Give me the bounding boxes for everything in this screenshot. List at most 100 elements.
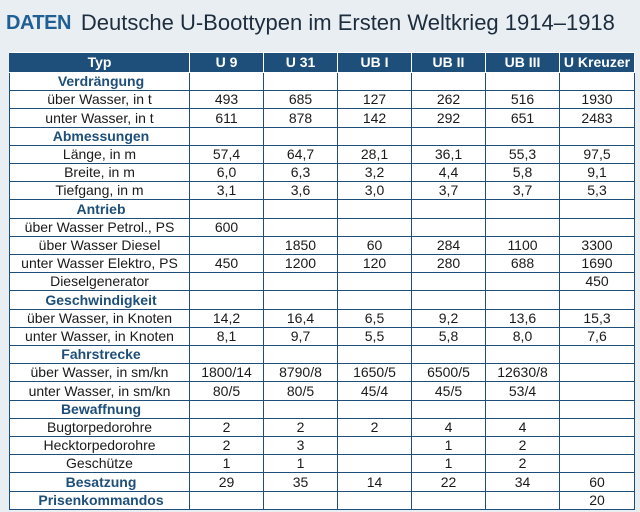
table-header-row: Typ U 9 U 31 UB I UB II UB III U Kreuzer bbox=[9, 52, 635, 73]
table-cell bbox=[337, 399, 412, 419]
table-row: Länge, in m 57,4 64,7 28,1 36,1 55,3 97,5 bbox=[9, 144, 635, 165]
table-cell bbox=[559, 399, 635, 419]
table-cell: 97,5 bbox=[559, 144, 635, 165]
section-row: Geschwindigkeit bbox=[9, 290, 635, 310]
table-cell: 20 bbox=[559, 490, 635, 511]
table-cell: 262 bbox=[411, 90, 486, 110]
table-cell: 450 bbox=[189, 254, 264, 274]
table-cell bbox=[337, 436, 412, 456]
table-cell bbox=[263, 290, 338, 310]
table-cell: 35 bbox=[263, 472, 338, 492]
row-label: Geschütze bbox=[9, 454, 190, 474]
table-cell bbox=[189, 490, 264, 511]
section-heading: Antrieb bbox=[9, 199, 190, 219]
table-cell bbox=[411, 345, 486, 365]
table-cell bbox=[559, 417, 635, 438]
table-cell: 2 bbox=[189, 436, 264, 456]
table-cell bbox=[411, 126, 486, 146]
table-cell bbox=[337, 290, 412, 310]
table-cell bbox=[337, 126, 412, 146]
page-title: Deutsche U-Boottypen im Ersten Weltkrieg… bbox=[80, 10, 615, 35]
table-cell: 60 bbox=[337, 235, 412, 256]
row-label: Breite, in m bbox=[9, 163, 190, 183]
table-cell: 2 bbox=[485, 454, 560, 474]
table-cell: 45/4 bbox=[337, 381, 412, 401]
table-cell bbox=[337, 345, 412, 365]
section-row: Antrieb bbox=[9, 199, 635, 219]
table-cell: 1100 bbox=[485, 235, 560, 256]
uboat-data-table: Typ U 9 U 31 UB I UB II UB III U Kreuzer… bbox=[9, 52, 635, 511]
table-row: unter Wasser, in t 611 878 142 292 651 2483 bbox=[9, 108, 635, 128]
row-label: unter Wasser Elektro, PS bbox=[9, 254, 190, 274]
table-cell bbox=[189, 290, 264, 310]
table-row: über Wasser, in sm/kn 1800/14 8790/8 1650/5… bbox=[9, 363, 635, 383]
row-label: unter Wasser, in sm/kn bbox=[9, 381, 190, 401]
table-cell: 685 bbox=[263, 90, 338, 110]
table-cell: 120 bbox=[337, 254, 412, 274]
table-cell: 2483 bbox=[559, 108, 635, 128]
column-header: U 31 bbox=[263, 52, 338, 73]
table-cell: 36,1 bbox=[411, 144, 486, 165]
table-cell bbox=[189, 272, 264, 292]
row-label: Tiefgang, in m bbox=[9, 181, 190, 201]
row-label: über Wasser, in sm/kn bbox=[9, 363, 190, 383]
table-cell: 611 bbox=[189, 108, 264, 128]
table-cell: 280 bbox=[411, 254, 486, 274]
table-cell bbox=[337, 71, 412, 92]
table-cell bbox=[559, 290, 635, 310]
table-cell bbox=[263, 345, 338, 365]
table-cell: 55,3 bbox=[485, 144, 560, 165]
section-heading: Fahrstrecke bbox=[9, 345, 190, 365]
table-cell bbox=[263, 126, 338, 146]
table-cell bbox=[559, 381, 635, 401]
table-cell: 2 bbox=[337, 417, 412, 438]
table-row: über Wasser, in t 493 685 127 262 516 1930 bbox=[9, 90, 635, 110]
section-heading: Prisenkommandos bbox=[9, 490, 190, 511]
table-cell: 450 bbox=[559, 272, 635, 292]
table-cell: 493 bbox=[189, 90, 264, 110]
table-cell: 651 bbox=[485, 108, 560, 128]
table-cell: 12630/8 bbox=[485, 363, 560, 383]
table-cell bbox=[189, 235, 264, 256]
row-label: Länge, in m bbox=[9, 144, 190, 165]
table-cell: 13,6 bbox=[485, 308, 560, 328]
table-row: unter Wasser, in Knoten 8,1 9,7 5,5 5,8 8,0 7,… bbox=[9, 326, 635, 347]
table-cell bbox=[189, 399, 264, 419]
table-cell bbox=[263, 490, 338, 511]
table-cell bbox=[263, 217, 338, 237]
table-row: Hecktorpedorohre 2 3 1 2 bbox=[9, 436, 635, 456]
table-cell: 5,5 bbox=[337, 326, 412, 347]
row-label: unter Wasser, in Knoten bbox=[9, 326, 190, 347]
table-cell: 8,1 bbox=[189, 326, 264, 347]
table-cell bbox=[411, 217, 486, 237]
section-row: Prisenkommandos 20 bbox=[9, 490, 635, 511]
table-cell bbox=[263, 71, 338, 92]
table-row: Tiefgang, in m 3,1 3,6 3,0 3,7 3,7 5,3 bbox=[9, 181, 635, 201]
table-cell bbox=[485, 399, 560, 419]
table-row: Geschütze 1 1 1 2 bbox=[9, 454, 635, 474]
table-cell: 3,1 bbox=[189, 181, 264, 201]
table-cell: 1200 bbox=[263, 254, 338, 274]
row-label: unter Wasser, in t bbox=[9, 108, 190, 128]
table-cell bbox=[411, 272, 486, 292]
table-cell bbox=[485, 490, 560, 511]
table-cell bbox=[263, 272, 338, 292]
section-row: Besatzung 29 35 14 22 34 60 bbox=[9, 472, 635, 492]
column-header: U 9 bbox=[189, 52, 264, 73]
table-cell: 64,7 bbox=[263, 144, 338, 165]
row-label: über Wasser, in t bbox=[9, 90, 190, 110]
table-cell: 15,3 bbox=[559, 308, 635, 328]
table-cell: 60 bbox=[559, 472, 635, 492]
table-cell bbox=[263, 399, 338, 419]
table-cell: 1 bbox=[263, 454, 338, 474]
column-header: UB II bbox=[411, 52, 486, 73]
section-tag: DATEN bbox=[6, 11, 71, 34]
table-row: Breite, in m 6,0 6,3 3,2 4,4 5,8 9,1 bbox=[9, 163, 635, 183]
row-label: Hecktorpedorohre bbox=[9, 436, 190, 456]
table-cell: 6,3 bbox=[263, 163, 338, 183]
table-cell bbox=[189, 126, 264, 146]
table-cell: 5,8 bbox=[485, 163, 560, 183]
table-cell: 3300 bbox=[559, 235, 635, 256]
row-label: über Wasser Petrol., PS bbox=[9, 217, 190, 237]
table-row: über Wasser Petrol., PS 600 bbox=[9, 217, 635, 237]
